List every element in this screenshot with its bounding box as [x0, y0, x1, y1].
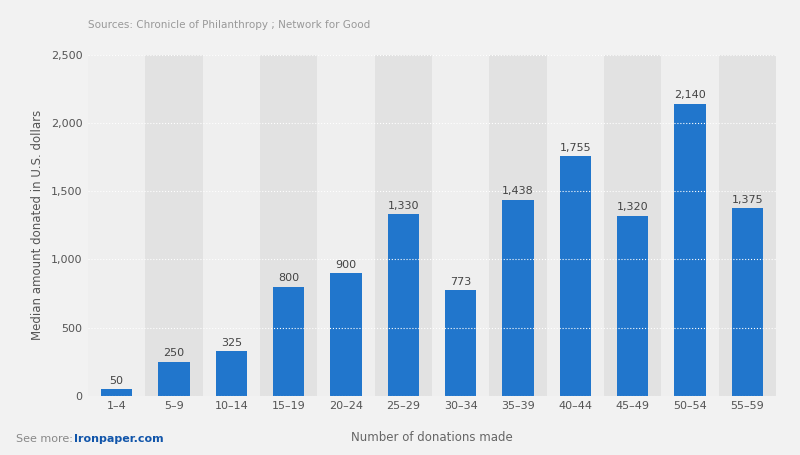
Bar: [546, 55, 604, 396]
Text: 1,330: 1,330: [387, 201, 419, 211]
Bar: [374, 55, 432, 396]
Bar: [731, 208, 763, 396]
Text: 800: 800: [278, 273, 299, 283]
Bar: [202, 55, 260, 396]
Bar: [502, 200, 534, 396]
Bar: [432, 55, 490, 396]
Bar: [662, 55, 718, 396]
Bar: [88, 55, 146, 396]
Text: 1,320: 1,320: [617, 202, 649, 212]
Text: 773: 773: [450, 277, 471, 287]
Text: 1,375: 1,375: [731, 195, 763, 205]
Text: Sources: Chronicle of Philanthropy ; Network for Good: Sources: Chronicle of Philanthropy ; Net…: [88, 20, 370, 30]
Text: 50: 50: [110, 376, 124, 386]
Text: 325: 325: [221, 338, 242, 348]
Bar: [559, 157, 591, 396]
Bar: [445, 290, 477, 396]
Text: 1,755: 1,755: [559, 143, 591, 153]
Text: Ironpaper.com: Ironpaper.com: [74, 434, 163, 444]
Bar: [146, 55, 202, 396]
Bar: [718, 55, 776, 396]
Text: 250: 250: [163, 349, 185, 359]
Bar: [158, 362, 190, 396]
Text: 1,438: 1,438: [502, 186, 534, 196]
Bar: [490, 55, 546, 396]
Bar: [260, 55, 318, 396]
Text: 2,140: 2,140: [674, 91, 706, 100]
Bar: [674, 104, 706, 396]
Text: Number of donations made: Number of donations made: [351, 430, 513, 444]
Bar: [387, 214, 419, 396]
Bar: [215, 351, 247, 396]
Bar: [604, 55, 662, 396]
Bar: [617, 216, 649, 396]
Bar: [101, 389, 133, 396]
Text: 900: 900: [335, 260, 357, 269]
Text: See more:: See more:: [16, 434, 76, 444]
Bar: [273, 287, 305, 396]
Bar: [318, 55, 374, 396]
Bar: [330, 273, 362, 396]
Y-axis label: Median amount donated in U.S. dollars: Median amount donated in U.S. dollars: [31, 110, 44, 340]
